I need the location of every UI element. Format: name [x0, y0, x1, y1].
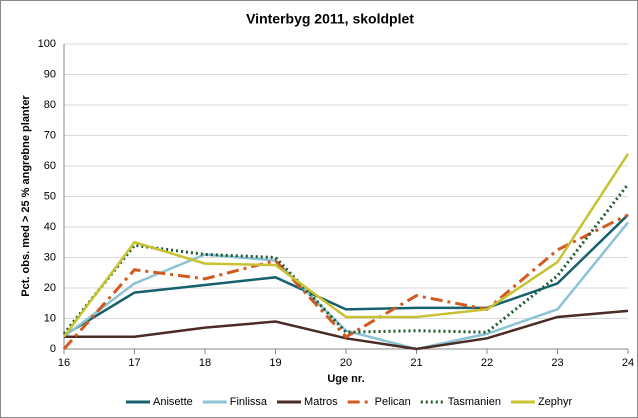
y-tick-label: 0	[50, 343, 56, 355]
legend-label: Anisette	[153, 396, 193, 408]
x-tick-label: 19	[269, 357, 281, 369]
legend-label: Pelican	[375, 396, 411, 408]
y-axis-label: Pct. obs. med > 25 % angrebne planter	[20, 95, 32, 297]
x-tick-label: 16	[58, 357, 70, 369]
legend-label: Finlissa	[230, 396, 268, 408]
series-line	[62, 213, 629, 350]
legend-label: Tasmanien	[448, 396, 501, 408]
x-tick-label: 18	[199, 357, 211, 369]
y-tick-label: 70	[44, 129, 56, 141]
y-tick-label: 10	[44, 312, 56, 324]
x-tick-label: 22	[481, 357, 493, 369]
y-tick-label: 60	[44, 160, 56, 172]
x-tick-label: 20	[340, 357, 352, 369]
x-tick-label: 21	[410, 357, 422, 369]
y-tick-label: 20	[44, 282, 56, 294]
x-tick-label: 17	[128, 357, 140, 369]
y-tick-label: 80	[44, 99, 56, 111]
y-tick-label: 30	[44, 251, 56, 263]
legend-label: Matros	[304, 396, 338, 408]
series-line	[62, 153, 630, 338]
x-tick-label: 23	[551, 357, 563, 369]
x-tick-label: 24	[622, 357, 634, 369]
y-tick-label: 100	[38, 38, 56, 50]
x-axis-label: Uge nr.	[327, 373, 364, 385]
y-tick-label: 90	[44, 68, 56, 80]
y-tick-label: 50	[44, 190, 56, 202]
legend-label: Zephyr	[538, 396, 573, 408]
y-tick-label: 40	[44, 221, 56, 233]
chart-title: Vinterbyg 2011, skoldplet	[246, 11, 414, 27]
series-line	[63, 213, 629, 337]
